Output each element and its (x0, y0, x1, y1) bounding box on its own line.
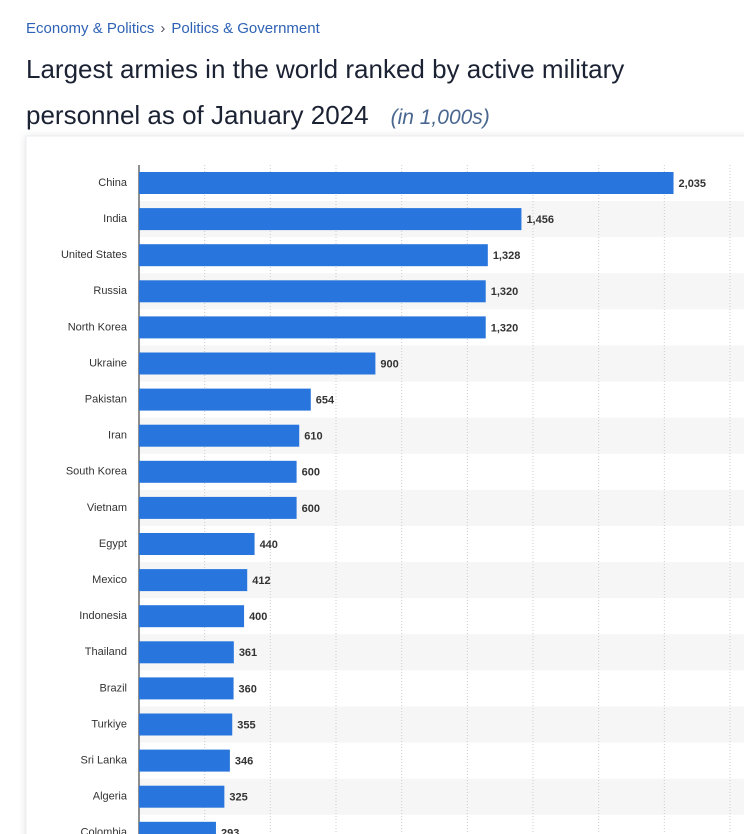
data-label: 346 (235, 756, 253, 768)
y-tick-label: Russia (93, 285, 128, 297)
y-tick-label: South Korea (66, 466, 128, 478)
y-tick-label: Brazil (99, 682, 127, 694)
bar (139, 172, 674, 194)
breadcrumb-link[interactable]: Politics & Government (171, 20, 320, 37)
bar (139, 605, 245, 628)
bar (139, 352, 376, 375)
bar (139, 460, 297, 483)
data-label: 900 (380, 358, 398, 370)
bar (139, 785, 225, 808)
y-tick-label: Algeria (93, 791, 128, 803)
y-tick-label: Indonesia (79, 610, 128, 622)
y-tick-label: Colombia (81, 827, 128, 834)
bar (139, 388, 311, 411)
y-tick-label: Turkiye (91, 718, 127, 730)
bar (139, 496, 297, 519)
y-tick-label: North Korea (68, 321, 128, 333)
y-tick-label: Thailand (85, 646, 127, 658)
data-label: 610 (304, 431, 322, 443)
data-label: 355 (237, 719, 255, 731)
bar (139, 749, 230, 772)
breadcrumb-separator: › (160, 20, 166, 37)
bar (139, 533, 255, 555)
breadcrumb: Economy & Politics › Politics & Government (26, 20, 320, 37)
data-label: 600 (302, 503, 320, 515)
y-tick-label: China (98, 177, 128, 189)
y-tick-label: Vietnam (87, 502, 127, 514)
chart-title: Largest armies in the world ranked by ac… (26, 54, 625, 130)
data-label: 1,456 (526, 214, 554, 226)
data-label: 360 (239, 683, 257, 695)
data-label: 325 (229, 792, 247, 804)
y-tick-label: Egypt (99, 538, 127, 550)
data-label: 1,320 (491, 322, 519, 334)
bar (139, 244, 488, 267)
data-label: 654 (316, 395, 335, 407)
breadcrumb-link[interactable]: Economy & Politics (26, 20, 155, 37)
bar (139, 208, 522, 231)
y-tick-label: Iran (108, 430, 127, 442)
y-tick-label: Ukraine (89, 357, 127, 369)
bar (139, 713, 233, 736)
data-label: 293 (221, 828, 239, 834)
y-tick-label: Mexico (92, 574, 127, 586)
data-label: 1,320 (491, 286, 519, 298)
row-stripe (139, 634, 744, 671)
bar (139, 424, 300, 447)
y-tick-label: United States (61, 249, 128, 261)
data-label: 440 (260, 539, 278, 551)
bar (139, 569, 248, 592)
bar (139, 821, 216, 834)
bar (139, 280, 486, 303)
y-tick-label: Sri Lanka (81, 755, 128, 767)
data-label: 412 (252, 575, 270, 587)
data-label: 2,035 (679, 178, 707, 190)
y-tick-label: Pakistan (85, 394, 127, 406)
data-label: 600 (302, 467, 320, 479)
row-stripe (139, 706, 744, 743)
title-block: Largest armies in the world ranked by ac… (26, 46, 726, 141)
row-stripe (139, 778, 744, 815)
chart-subtitle: (in 1,000s) (390, 106, 490, 129)
bar (139, 641, 234, 664)
bar (139, 677, 234, 700)
data-label: 1,328 (493, 250, 521, 262)
y-tick-label: India (103, 213, 128, 225)
data-label: 361 (239, 647, 257, 659)
bar (139, 316, 486, 339)
data-label: 400 (249, 611, 267, 623)
